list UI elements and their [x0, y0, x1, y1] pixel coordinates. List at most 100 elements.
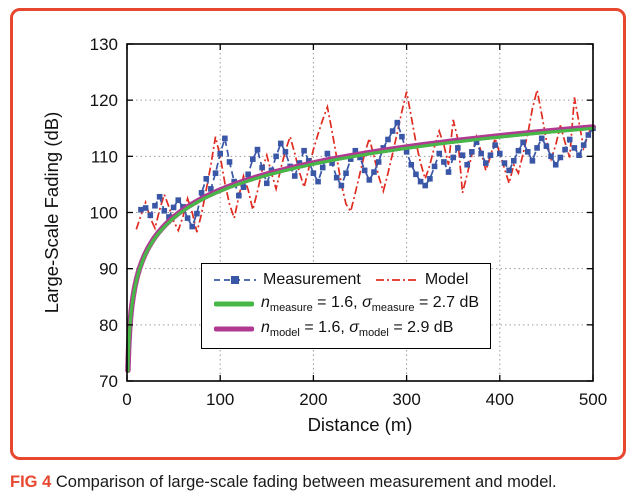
measurement-marker: [198, 190, 205, 196]
measurement-marker: [510, 158, 517, 164]
caption-tag: FIG 4: [10, 473, 52, 491]
measurement-marker: [250, 156, 256, 162]
y-tick-label: 130: [90, 35, 118, 54]
measurement-marker: [236, 192, 242, 199]
measurement-marker: [152, 202, 158, 209]
legend-row-series: Measurement Model: [214, 271, 480, 289]
measurement-marker: [142, 205, 149, 211]
measurement-marker: [147, 212, 154, 219]
measurement-marker: [524, 149, 531, 155]
measurement-marker: [408, 161, 415, 168]
measurement-marker: [217, 150, 224, 157]
measurement-marker: [282, 149, 289, 155]
measurement-marker: [580, 142, 587, 148]
measurement-marker: [389, 128, 396, 134]
legend-row-fit-model: nmodel = 1.6, σmodel = 2.9 dB: [214, 319, 480, 339]
measurement-marker: [245, 171, 251, 178]
measurement-marker: [413, 171, 419, 178]
measurement-marker: [450, 154, 456, 161]
y-tick-label: 120: [90, 91, 118, 110]
y-tick-label: 110: [91, 147, 118, 166]
measurement-marker: [571, 145, 578, 151]
measurement-marker: [464, 161, 470, 168]
measurement-marker: [538, 135, 545, 142]
measurement-marker: [259, 164, 265, 171]
measurement-marker: [496, 150, 503, 157]
measurement-marker: [194, 210, 200, 217]
measurement-line-sample: [214, 276, 256, 284]
chart-legend: Measurement Model nmeasure = 1.6, σmeasu…: [201, 263, 491, 350]
legend-row-fit-measure: nmeasure = 1.6, σmeasure = 2.7 dB: [214, 294, 480, 314]
x-tick-label: 200: [299, 390, 327, 409]
y-axis-label: Large-Scale Fading (dB): [41, 112, 62, 314]
measurement-marker: [254, 146, 261, 153]
figure-frame: [10, 8, 626, 460]
x-tick-label: 100: [206, 390, 234, 409]
measurement-marker: [277, 140, 284, 147]
measurement-marker: [501, 160, 508, 166]
measurement-marker: [170, 204, 177, 211]
x-tick-label: 0: [122, 390, 131, 409]
measurement-marker: [263, 180, 270, 187]
measurement-marker: [552, 161, 559, 168]
measurement-marker: [445, 169, 452, 175]
measurement-marker: [394, 119, 401, 126]
measurement-marker: [184, 215, 191, 221]
measurement-marker: [161, 208, 168, 214]
measurement-marker: [557, 154, 564, 161]
y-tick-label: 80: [99, 316, 118, 335]
measurement-marker: [543, 143, 550, 150]
measurement-marker: [566, 136, 573, 143]
measurement-marker: [333, 174, 340, 181]
y-tick-label: 70: [99, 372, 118, 391]
measurement-marker: [431, 163, 438, 170]
figure-caption: FIG 4 Comparison of large-scale fading b…: [10, 472, 632, 493]
measurement-marker: [240, 184, 247, 191]
legend-fit-model-text: nmodel = 1.6, σmodel = 2.9 dB: [261, 319, 454, 340]
measurement-marker: [175, 197, 182, 203]
measurement-marker: [375, 159, 382, 165]
measurement-marker: [436, 150, 443, 157]
x-tick-label: 300: [392, 390, 420, 409]
measurement-marker: [371, 169, 377, 175]
measure-fit-curve: [126, 126, 595, 373]
measurement-marker: [226, 159, 233, 165]
legend-model-label: Model: [424, 271, 469, 288]
measurement-square-marker-icon: [231, 276, 239, 284]
measurement-marker: [515, 147, 522, 154]
measurement-marker: [576, 152, 582, 159]
measure-fit-line-sample: [214, 301, 254, 307]
measurement-series-line: [140, 120, 594, 229]
measurement-marker: [315, 178, 321, 185]
measurement-marker: [506, 167, 512, 174]
measurement-marker: [455, 145, 461, 151]
measurement-marker: [310, 170, 317, 176]
measurement-marker: [212, 170, 219, 176]
measurement-marker: [585, 132, 592, 138]
measurement-marker: [403, 149, 410, 155]
measurement-marker: [487, 152, 494, 159]
measurement-marker: [478, 150, 484, 157]
model-fit-line-sample: [214, 326, 254, 332]
measurement-marker: [441, 159, 447, 165]
measurement-marker: [138, 206, 144, 213]
measurement-marker: [385, 136, 391, 143]
measurement-marker: [520, 139, 526, 146]
x-tick-label: 500: [579, 390, 607, 409]
measurement-marker: [459, 152, 466, 159]
measurement-marker: [338, 182, 345, 189]
measurement-marker: [492, 142, 498, 148]
caption-text: Comparison of large-scale fading between…: [51, 473, 557, 491]
measurement-marker: [399, 133, 405, 140]
measurement-marker: [427, 175, 433, 182]
y-tick-label: 100: [90, 204, 118, 223]
measurement-marker: [319, 164, 326, 171]
measurement-marker: [291, 173, 298, 179]
measurement-marker: [361, 167, 368, 174]
measurement-marker: [343, 170, 349, 176]
measurement-marker: [324, 150, 331, 157]
measurement-marker: [534, 145, 540, 151]
measurement-marker: [189, 223, 196, 230]
measurement-marker: [469, 149, 475, 155]
